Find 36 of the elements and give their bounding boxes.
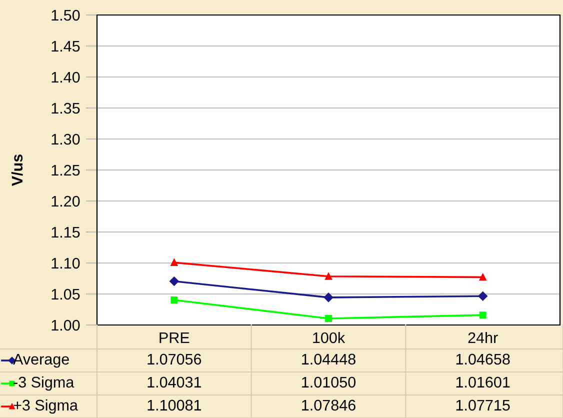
point xyxy=(170,259,178,266)
point xyxy=(479,274,486,281)
point xyxy=(170,276,179,286)
y-tick-label: 1.50 xyxy=(52,10,80,21)
data-label: 1.07056 xyxy=(148,354,202,365)
y-tick-label: 1.05 xyxy=(52,288,80,300)
point xyxy=(479,312,486,319)
y-tick-label: 1.45 xyxy=(52,41,80,52)
y-tick-label: 1.00 xyxy=(52,320,80,331)
y-tick-label: 1.10 xyxy=(52,258,80,269)
data-label: 1.04658 xyxy=(456,354,510,365)
legend-label: +3 Sigma xyxy=(14,399,78,414)
data-label: 1.04031 xyxy=(148,376,202,388)
point xyxy=(325,272,332,280)
x-tick-label: PRE xyxy=(160,332,190,344)
data-label: 1.07715 xyxy=(456,400,510,411)
y-tick-label: 1.30 xyxy=(52,134,80,145)
y-tick-label: 1.40 xyxy=(52,72,80,83)
y-tick-label: 1.15 xyxy=(52,227,80,238)
data-label: 1.01601 xyxy=(456,376,510,388)
point xyxy=(325,315,332,322)
x-tick-label: 24hr xyxy=(468,332,498,344)
data-label: 1.04448 xyxy=(302,354,356,365)
y-tick-label: 1.35 xyxy=(52,102,80,114)
data-label: 1.07846 xyxy=(302,400,356,411)
legend-label: -3 Sigma xyxy=(14,376,74,391)
data-label: 1.10081 xyxy=(148,400,202,411)
point xyxy=(170,296,178,304)
legend-label: Average xyxy=(13,354,69,368)
x-tick-label: 100k xyxy=(313,332,346,344)
point xyxy=(324,292,334,302)
y-tick-label: 1.25 xyxy=(52,164,80,176)
y-axis-title: V/us xyxy=(11,154,23,186)
data-label: 1.01050 xyxy=(302,376,356,388)
point xyxy=(478,291,488,301)
y-tick-label: 1.20 xyxy=(52,196,80,207)
